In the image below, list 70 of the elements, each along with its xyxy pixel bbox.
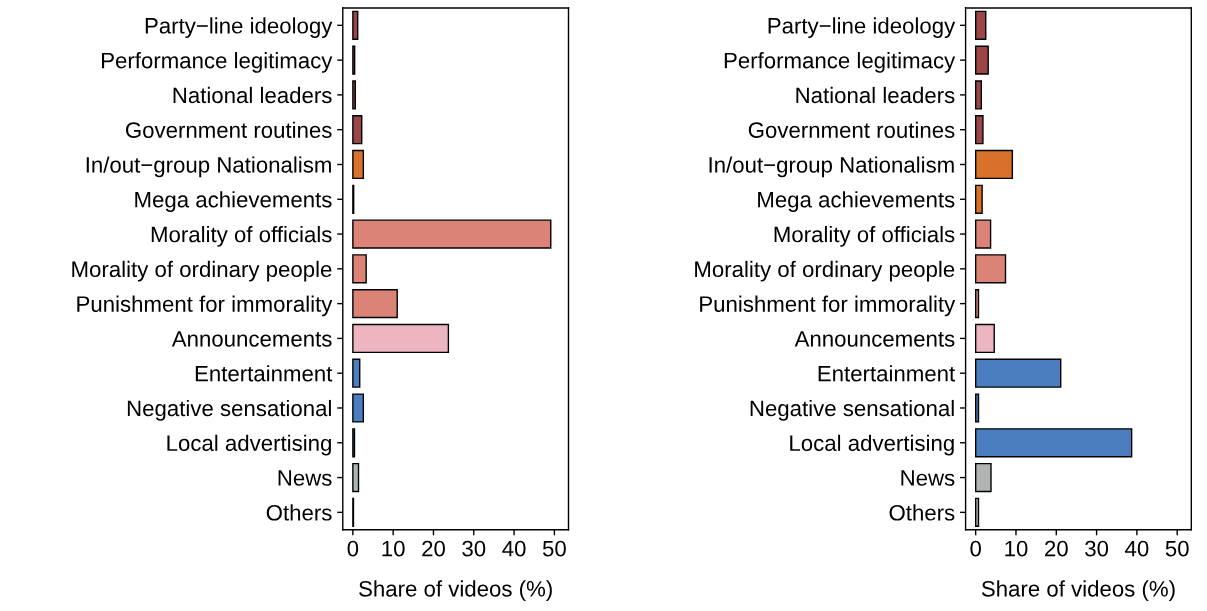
x-tick-label: 20 [1045, 540, 1068, 557]
x-tick-label: 0 [347, 540, 359, 557]
bar [974, 219, 992, 249]
x-tick-label: 30 [462, 540, 486, 557]
bar [352, 115, 363, 145]
bar [974, 149, 1014, 180]
bar [352, 219, 552, 249]
y-tick-label: Government routines [126, 121, 332, 138]
bar [352, 149, 365, 180]
y-tick-label: Government routines [748, 121, 955, 138]
y-tick-label: Local advertising [167, 434, 331, 456]
x-tick-label: 10 [1005, 540, 1028, 557]
y-tick-label: Punishment for immorality [77, 295, 333, 317]
bar [974, 358, 1062, 388]
y-tick-label: Others [266, 504, 332, 521]
bar [974, 45, 989, 75]
bar [352, 393, 365, 423]
bar [974, 428, 1133, 458]
bar [974, 115, 984, 145]
bar [974, 289, 980, 319]
y-tick-label: In/out−group Nationalism [86, 156, 331, 178]
bar [974, 10, 987, 40]
y-tick-label: Party−line ideology [145, 17, 333, 38]
y-tick-label: Entertainment [195, 365, 333, 382]
y-tick-label: Entertainment [818, 365, 956, 382]
x-tick-label: 50 [1165, 540, 1189, 557]
bar [974, 184, 983, 214]
bar [352, 323, 450, 354]
bar [974, 323, 995, 354]
y-tick-label: Morality of ordinary people [695, 260, 955, 282]
x-axis-title: Share of videos (%) [359, 580, 552, 602]
y-tick-label: Mega achievements [758, 191, 955, 212]
bar [974, 462, 992, 493]
y-tick-label: Announcements [171, 331, 332, 347]
y-tick-label: Local advertising [790, 434, 954, 456]
y-tick-label: Performance legitimacy [724, 52, 956, 73]
bar [974, 393, 980, 423]
y-tick-label: Performance legitimacy [102, 52, 333, 73]
x-tick-label: 20 [422, 540, 445, 557]
y-tick-label: Others [889, 504, 955, 521]
bar [974, 497, 980, 527]
y-tick-label: Punishment for immorality [700, 295, 956, 317]
bar [352, 289, 398, 319]
y-tick-label: Morality of officials [151, 226, 332, 247]
y-tick-label: In/out−group Nationalism [709, 156, 954, 178]
y-tick-label: Negative sensational [750, 399, 954, 421]
x-tick-label: 10 [382, 540, 405, 557]
y-tick-label: Party−line ideology [768, 17, 956, 38]
bar [974, 80, 983, 110]
bar [352, 358, 361, 388]
x-tick-label: 0 [970, 540, 981, 557]
x-tick-label: 40 [502, 540, 526, 557]
x-tick-label: 30 [1085, 540, 1109, 557]
y-tick-label: Mega achievements [135, 191, 332, 212]
y-tick-label: National leaders [173, 86, 332, 104]
bar [352, 462, 360, 493]
x-tick-label: 40 [1125, 540, 1149, 557]
y-tick-label: Announcements [794, 331, 955, 347]
y-tick-label: News [901, 470, 955, 486]
x-axis-title: Share of videos (%) [981, 580, 1175, 602]
bar [974, 254, 1007, 284]
bar [352, 10, 359, 40]
y-tick-label: Morality of ordinary people [72, 260, 332, 282]
y-tick-label: National leaders [796, 86, 955, 104]
bar [352, 80, 356, 110]
bar [352, 254, 367, 284]
y-tick-label: Negative sensational [127, 399, 331, 421]
y-tick-label: Morality of officials [774, 226, 955, 247]
x-tick-label: 50 [542, 540, 566, 557]
y-tick-label: News [278, 470, 332, 486]
